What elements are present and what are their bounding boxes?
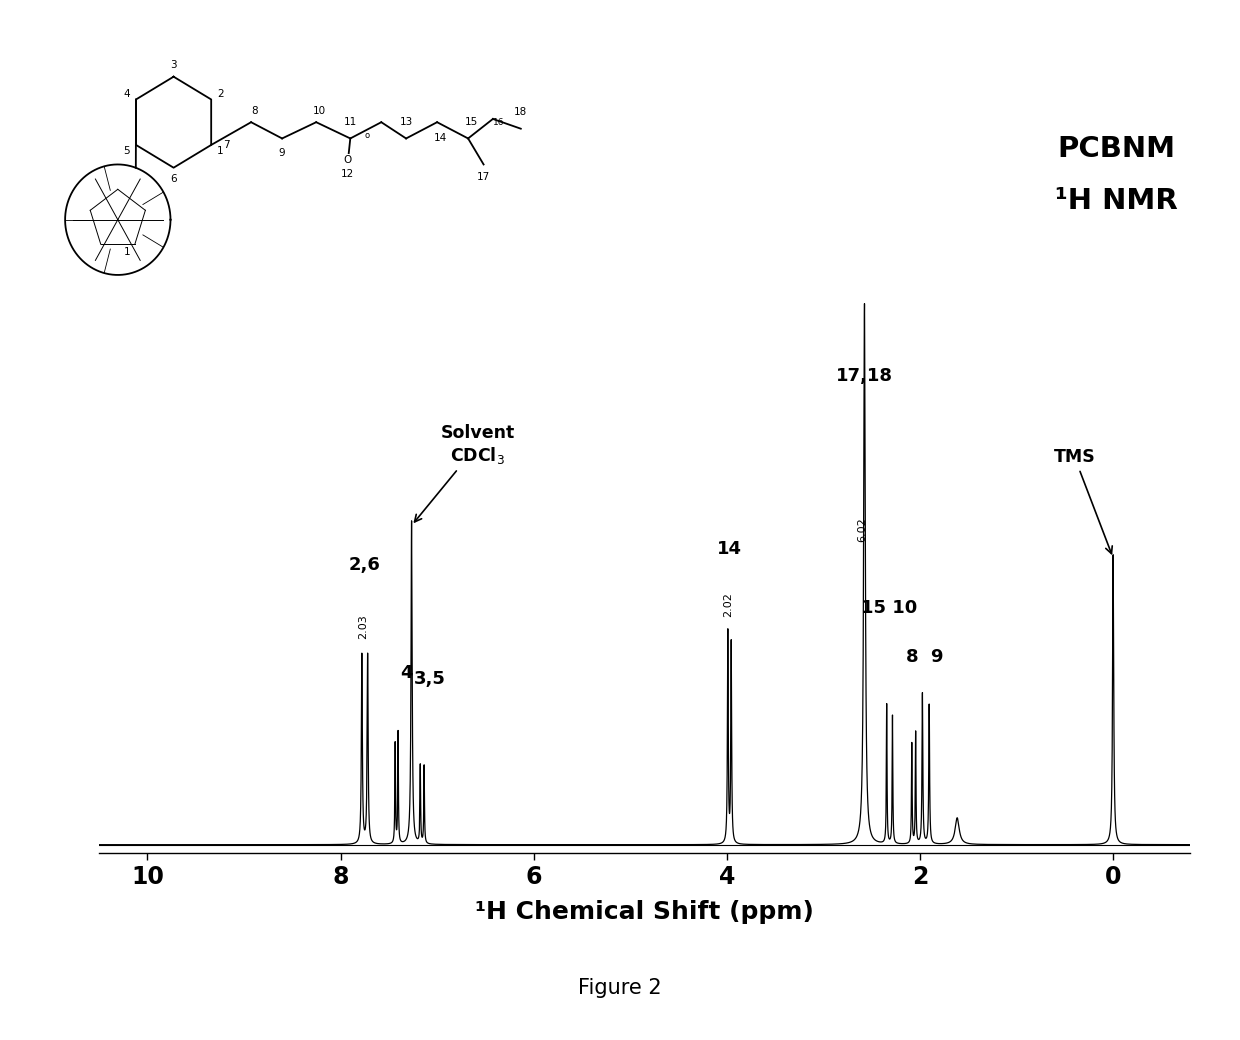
Text: ¹H NMR: ¹H NMR xyxy=(1055,187,1177,215)
Text: 6.02: 6.02 xyxy=(857,517,867,542)
Text: 4: 4 xyxy=(401,665,413,682)
X-axis label: ¹H Chemical Shift (ppm): ¹H Chemical Shift (ppm) xyxy=(475,900,815,924)
Text: 16: 16 xyxy=(494,118,505,127)
Text: 18: 18 xyxy=(515,107,527,118)
Text: 3,5: 3,5 xyxy=(413,670,445,687)
Text: 1: 1 xyxy=(217,146,224,156)
Text: 13: 13 xyxy=(399,118,413,127)
Text: Figure 2: Figure 2 xyxy=(578,978,662,998)
Text: 12: 12 xyxy=(341,170,353,179)
Text: 9: 9 xyxy=(930,648,942,667)
Text: 10: 10 xyxy=(312,106,326,115)
Text: 15: 15 xyxy=(465,118,477,127)
Text: Solvent
CDCl$_3$: Solvent CDCl$_3$ xyxy=(414,423,515,522)
Text: 8: 8 xyxy=(905,648,918,667)
Text: 9: 9 xyxy=(279,148,285,158)
Text: o: o xyxy=(365,131,370,139)
Text: 14: 14 xyxy=(717,540,743,558)
Text: PCBNM: PCBNM xyxy=(1056,135,1176,163)
Text: 5: 5 xyxy=(123,146,130,156)
Text: 17: 17 xyxy=(477,173,490,182)
Text: 4: 4 xyxy=(123,88,130,99)
Text: 2: 2 xyxy=(217,88,224,99)
Text: 2.03: 2.03 xyxy=(358,615,368,640)
Text: 14: 14 xyxy=(434,133,446,144)
Text: 6: 6 xyxy=(170,174,177,184)
Text: 8: 8 xyxy=(250,106,258,115)
Text: 11: 11 xyxy=(343,118,357,127)
Text: 17,18: 17,18 xyxy=(836,367,893,385)
Text: 15 10: 15 10 xyxy=(861,599,918,618)
Text: 3: 3 xyxy=(170,60,177,71)
Text: 1: 1 xyxy=(124,248,130,257)
Text: 2,6: 2,6 xyxy=(348,556,381,574)
Text: 7: 7 xyxy=(223,140,229,150)
Text: O: O xyxy=(343,155,351,164)
Text: TMS: TMS xyxy=(1054,448,1112,553)
Text: 2.02: 2.02 xyxy=(723,593,733,618)
